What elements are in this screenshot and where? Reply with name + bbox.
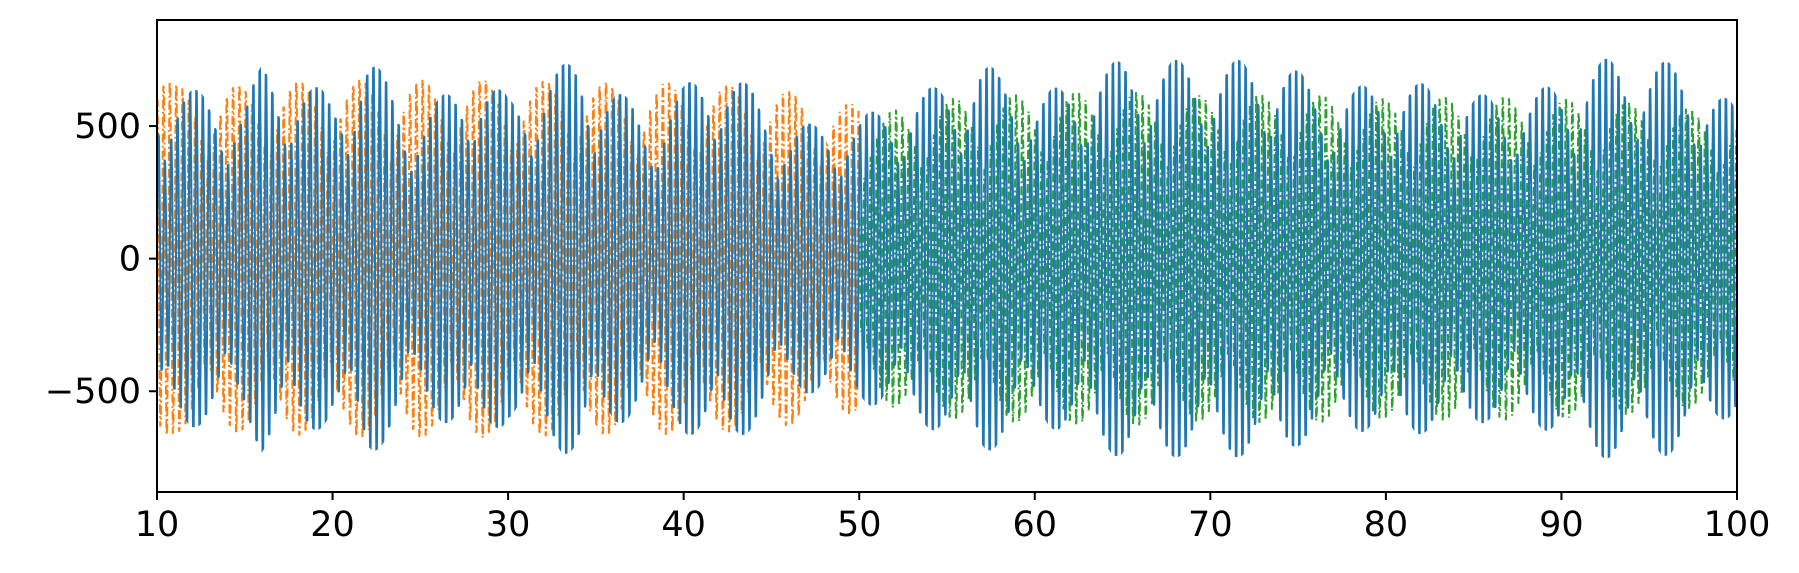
x-tick-label: 70 [1188, 505, 1233, 545]
x-tick-label: 20 [310, 505, 355, 545]
x-tick-label: 10 [135, 505, 180, 545]
x-tick-label: 100 [1704, 505, 1771, 545]
series-layer [156, 58, 1738, 459]
y-tick-label: 500 [74, 107, 141, 147]
plot-area-border [156, 19, 1738, 493]
x-tick-label: 50 [837, 505, 882, 545]
x-axis: 10 20 30 40 50 60 70 80 90 100 [135, 492, 1771, 545]
y-tick-label: 0 [119, 240, 141, 280]
x-tick-label: 80 [1364, 505, 1409, 545]
y-tick-label: −500 [45, 372, 141, 412]
axes-frame [156, 19, 1738, 493]
y-axis: 500 0 −500 [45, 107, 157, 412]
x-tick-label: 90 [1539, 505, 1584, 545]
x-tick-label: 40 [661, 505, 706, 545]
series-line-1 [156, 58, 1738, 459]
x-tick-label: 30 [486, 505, 531, 545]
x-tick-label: 60 [1013, 505, 1058, 545]
